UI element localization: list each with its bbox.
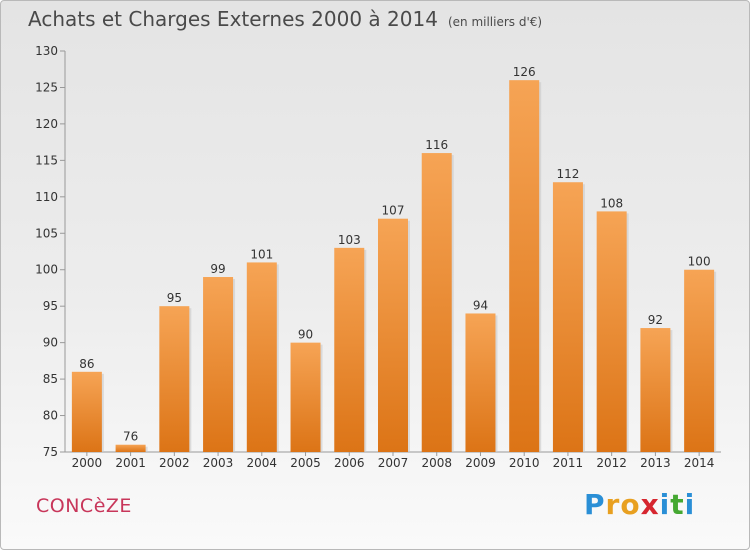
commune-name: CONCèZE (36, 495, 132, 517)
x-tick-label: 2007 (378, 456, 409, 470)
chart-unit: (en milliers d'€) (447, 15, 543, 29)
y-tick-label: 90 (43, 336, 58, 350)
x-tick-label: 2013 (640, 456, 671, 470)
y-tick-label: 115 (35, 153, 58, 167)
y-tick-label: 120 (35, 117, 58, 131)
x-tick-label: 2005 (290, 456, 321, 470)
y-tick-label: 95 (43, 299, 58, 313)
bar (378, 218, 408, 452)
bar-value-label: 108 (600, 196, 623, 210)
bar (552, 182, 583, 452)
y-tick-label: 80 (43, 409, 58, 423)
x-tick-label: 2006 (334, 456, 365, 470)
logo-letter: x (640, 488, 660, 521)
x-tick-label: 2010 (509, 456, 540, 470)
logo-letter: o (620, 488, 641, 521)
y-tick-label: 110 (35, 190, 58, 204)
x-tick-label: 2009 (465, 456, 496, 470)
bar (71, 371, 102, 452)
bar-value-label: 86 (79, 357, 94, 371)
bar-value-label: 76 (123, 430, 138, 444)
axes: 75 80 85 90 95 100 105 110 115 120 125 130 2000 2001 2… (35, 44, 721, 470)
logo-letter: i (659, 488, 671, 521)
bar-value-label: 116 (425, 138, 448, 152)
bar (509, 80, 540, 452)
bar (203, 277, 234, 452)
y-tick-label: 85 (43, 372, 58, 386)
bar-value-label: 94 (473, 298, 488, 312)
bar (684, 269, 715, 452)
y-tick-label: 75 (43, 445, 58, 459)
bar-value-label: 90 (298, 328, 313, 342)
y-tick-label: 130 (35, 44, 58, 58)
x-tick-label: 2008 (421, 456, 452, 470)
bar-value-label: 126 (513, 65, 536, 79)
bar-value-label: 100 (688, 255, 711, 269)
y-tick-label: 100 (35, 263, 58, 277)
logo-letter: r (605, 488, 621, 521)
x-tick-label: 2001 (115, 456, 146, 470)
x-tick-label: 2000 (72, 456, 103, 470)
proxiti-logo: Proxiti (584, 488, 695, 521)
bar-value-label: 101 (250, 247, 273, 261)
bar (596, 211, 627, 452)
bar (115, 444, 146, 452)
logo-letter: t (670, 488, 685, 521)
bar (465, 313, 496, 452)
bar-value-label: 95 (167, 291, 182, 305)
x-tick-label: 2014 (684, 456, 715, 470)
x-tick-label: 2012 (596, 456, 627, 470)
bar (159, 306, 190, 452)
bar-value-label: 103 (338, 233, 361, 247)
bar (334, 247, 365, 452)
x-tick-label: 2003 (203, 456, 234, 470)
chart-title: Achats et Charges Externes 2000 à 2014 (e… (28, 7, 543, 31)
bar (640, 328, 671, 452)
x-tick-label: 2011 (553, 456, 584, 470)
x-tick-label: 2002 (159, 456, 190, 470)
bar-value-label: 92 (648, 313, 663, 327)
bar (290, 342, 321, 452)
bars: 86 76 95 99 101 90 103 107 116 94 126 112 108 92 100 (71, 65, 717, 452)
bar-value-label: 112 (556, 167, 579, 181)
bar-value-label: 107 (382, 204, 405, 218)
x-tick-label: 2004 (247, 456, 278, 470)
y-tick-label: 125 (35, 80, 58, 94)
bar (246, 262, 277, 452)
y-tick-label: 105 (35, 226, 58, 240)
logo-letter: i (684, 488, 696, 521)
bar (421, 153, 452, 452)
bar-value-label: 99 (210, 262, 225, 276)
logo-letter: P (584, 488, 606, 521)
